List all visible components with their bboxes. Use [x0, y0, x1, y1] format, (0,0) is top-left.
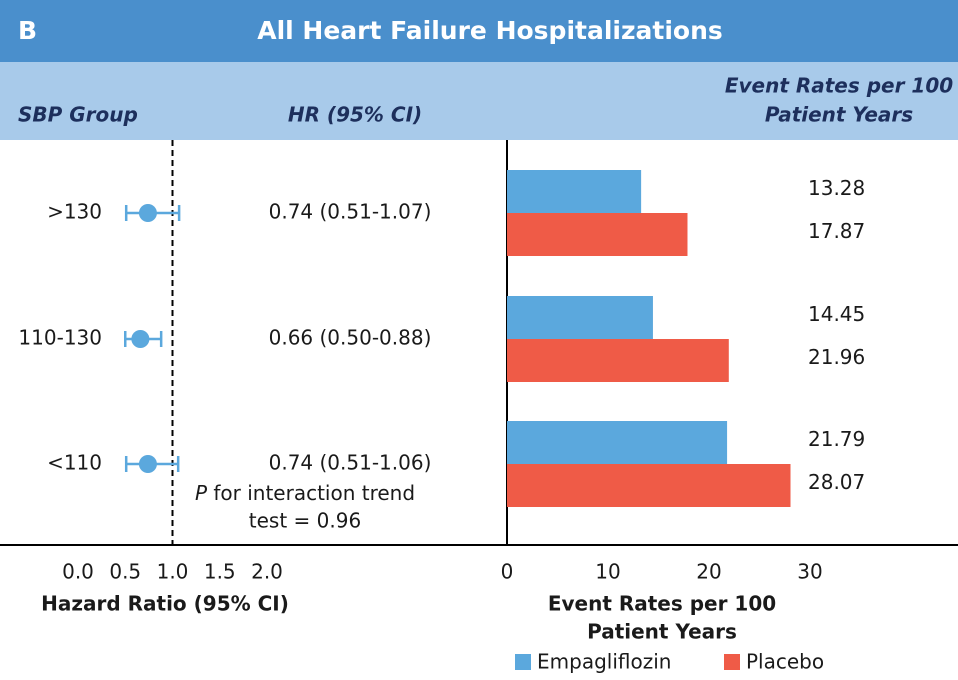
value-label: 21.96: [808, 345, 865, 369]
value-label: 21.79: [808, 427, 865, 451]
value-label: 0.74 (0.51-1.07): [269, 200, 432, 224]
x-tick-label: 1.5: [204, 560, 236, 584]
header-band: [0, 62, 958, 140]
x-tick-label: 0.5: [109, 560, 141, 584]
legend-label: Placebo: [746, 650, 824, 674]
annotation: test = 0.96: [249, 509, 361, 533]
x-axis-label: Patient Years: [587, 620, 737, 644]
value-label: 0.74 (0.51-1.06): [269, 451, 432, 475]
value-label: 0.66 (0.50-0.88): [269, 326, 432, 350]
bar: [507, 421, 728, 464]
title-band: [0, 0, 958, 62]
x-axis-label: Hazard Ratio (95% CI): [41, 592, 289, 616]
bar: [507, 170, 642, 213]
annotation-italic: P: [195, 481, 208, 505]
x-axis-label: Event Rates per 100: [548, 592, 776, 616]
bar: [507, 464, 791, 507]
value-label: 28.07: [808, 470, 865, 494]
annotation-text: for interaction trend: [213, 481, 415, 505]
category-label: >130: [47, 200, 102, 224]
category-label: 110-130: [18, 326, 102, 350]
value-label: 14.45: [808, 302, 865, 326]
point: [138, 455, 157, 473]
column-header: SBP Group: [18, 103, 138, 127]
value-label: 13.28: [808, 176, 865, 200]
annotation: P for interaction trend: [195, 481, 415, 505]
value-label: 17.87: [808, 219, 865, 243]
x-tick-label: 1.0: [157, 560, 189, 584]
category-label: <110: [47, 451, 102, 475]
legend-label: Empagliflozin: [537, 650, 671, 674]
point: [131, 330, 150, 348]
column-header: HR (95% CI): [288, 103, 422, 127]
x-tick-label: 10: [595, 560, 620, 584]
x-tick-label: 2.0: [251, 560, 283, 584]
x-tick-label: 20: [696, 560, 721, 584]
x-tick-label: 0: [501, 560, 514, 584]
x-tick-label: 30: [797, 560, 822, 584]
column-header: Patient Years: [765, 103, 913, 127]
x-tick-label: 0.0: [62, 560, 94, 584]
bar: [507, 296, 653, 339]
column-header: Event Rates per 100: [725, 74, 953, 98]
legend-swatch: [515, 654, 531, 670]
bar: [507, 213, 688, 256]
legend-swatch: [724, 654, 740, 670]
chart-title: All Heart Failure Hospitalizations: [257, 16, 723, 45]
point: [138, 204, 157, 222]
panel-label: B: [18, 16, 37, 45]
bar: [507, 339, 729, 382]
